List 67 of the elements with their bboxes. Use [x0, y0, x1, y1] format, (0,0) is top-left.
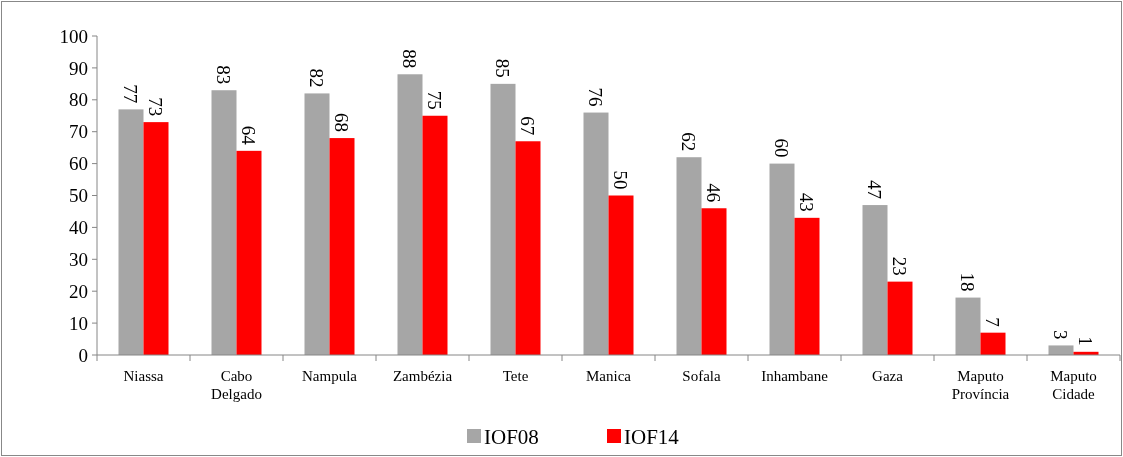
y-tick-label: 30: [69, 248, 88, 270]
y-tick-label: 100: [59, 25, 88, 47]
y-tick-label: 10: [69, 312, 88, 334]
legend-label: IOF08: [484, 425, 539, 450]
y-tick-label: 70: [69, 121, 88, 143]
bar: [397, 74, 423, 355]
y-tick-label: 20: [69, 280, 88, 302]
data-label: 43: [796, 192, 817, 212]
x-tick-label: Inhambane: [761, 368, 829, 384]
legend-label: IOF14: [624, 425, 680, 450]
bar: [887, 281, 913, 355]
data-label: 76: [585, 87, 606, 107]
bar: [955, 297, 981, 355]
x-tick-label: Gaza: [872, 368, 904, 384]
bar: [329, 138, 355, 355]
data-label: 82: [306, 68, 327, 88]
x-tick-label: Tete: [502, 368, 529, 384]
bar: [236, 150, 262, 355]
data-label: 73: [145, 97, 166, 117]
y-tick-label: 40: [69, 217, 88, 239]
bar: [304, 93, 330, 355]
data-label: 83: [213, 65, 234, 85]
data-label: 18: [957, 272, 978, 292]
bar: [118, 109, 144, 355]
bar: [211, 90, 237, 355]
data-label: 75: [424, 90, 445, 110]
data-label: 85: [492, 58, 513, 78]
x-tick-label: Sofala: [682, 368, 721, 384]
y-tick-label: 0: [78, 344, 88, 366]
bar: [583, 112, 609, 355]
data-label: 3: [1050, 329, 1071, 340]
bar: [676, 157, 702, 355]
x-tick-label: Niassa: [123, 368, 164, 384]
bar: [490, 83, 516, 355]
data-label: 23: [889, 256, 910, 276]
x-tick-label: Maputo Cidade: [1050, 368, 1097, 402]
x-tick-label: Maputo Província: [951, 368, 1010, 402]
y-tick-label: 80: [69, 89, 88, 111]
data-label: 46: [703, 183, 724, 203]
bar: [862, 205, 888, 355]
data-label: 50: [610, 170, 631, 190]
data-label: 7: [982, 317, 1003, 327]
bar: [143, 122, 169, 355]
y-tick-label: 60: [69, 153, 88, 175]
data-label: 77: [120, 84, 141, 104]
data-label: 60: [771, 138, 792, 158]
bar: [422, 115, 448, 355]
bar: [1048, 345, 1074, 355]
data-label: 62: [678, 132, 699, 152]
data-label: 1: [1075, 336, 1096, 346]
x-tick-label: Nampula: [302, 368, 358, 384]
y-tick-label: 90: [69, 57, 88, 79]
x-tick-label: Manica: [586, 368, 632, 384]
x-tick-label: Cabo Delgado: [211, 368, 262, 402]
bar: [794, 217, 820, 355]
bar: [608, 195, 634, 355]
data-label: 68: [331, 113, 352, 133]
data-label: 64: [238, 125, 259, 146]
y-tick-label: 50: [69, 185, 88, 207]
data-label: 47: [864, 180, 885, 200]
bar: [980, 332, 1006, 355]
bar: [769, 163, 795, 355]
data-label: 67: [517, 116, 538, 136]
bar: [515, 141, 541, 355]
x-tick-label: Zambézia: [392, 368, 453, 384]
data-label: 88: [399, 49, 420, 69]
bar: [701, 208, 727, 355]
